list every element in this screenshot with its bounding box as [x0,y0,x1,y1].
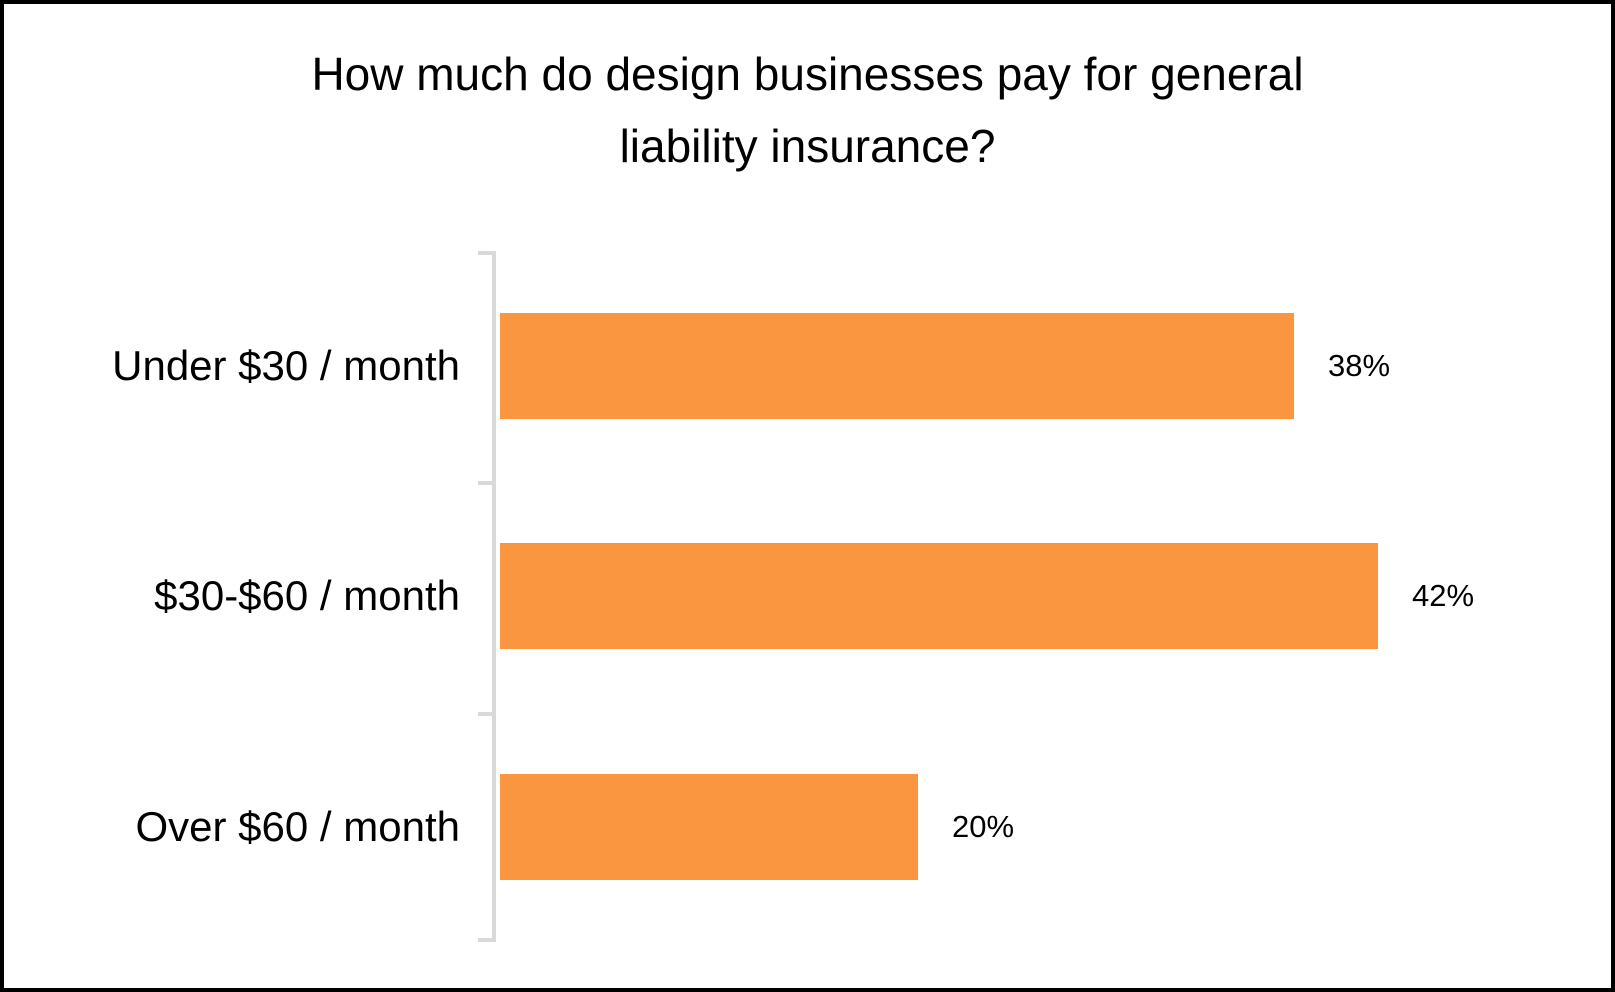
category-label: Over $60 / month [135,803,461,850]
value-label: 20% [952,809,1015,844]
category-label: $30-$60 / month [154,572,460,619]
value-label: 38% [1328,348,1391,383]
chart-title: How much do design businesses pay for ge… [4,38,1611,182]
axis-tick [478,712,492,716]
bar [500,313,1294,419]
category-label: Under $30 / month [112,342,460,389]
chart-title-line-2: liability insurance? [619,120,996,172]
category-axis-labels: Under $30 / month $30-$60 / month Over $60… [8,251,460,942]
value-label: 42% [1412,578,1475,613]
bar-row: 20% [492,712,1572,942]
axis-tick [478,251,492,255]
bar [500,774,918,880]
bar-row: 42% [492,481,1572,711]
plot-area: 38% 42% 20% [478,251,1572,942]
chart-title-line-1: How much do design businesses pay for ge… [311,48,1304,100]
axis-tick [478,481,492,485]
bar [500,543,1378,649]
axis-tick [478,938,492,942]
bar-row: 38% [492,251,1572,481]
y-axis-line [492,251,496,942]
